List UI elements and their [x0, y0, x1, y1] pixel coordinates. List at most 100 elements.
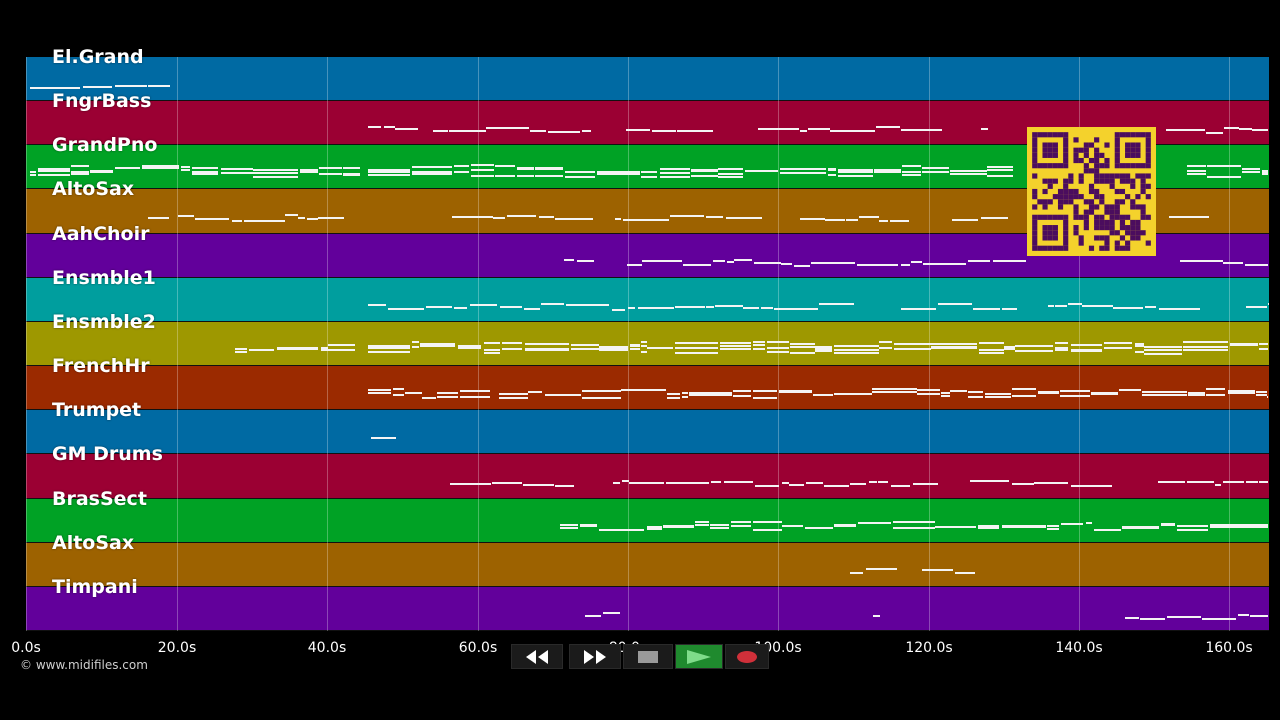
midi-note [566, 303, 610, 306]
midi-note [1047, 305, 1054, 308]
midi-note [850, 571, 864, 574]
midi-note [766, 350, 790, 353]
midi-note [597, 171, 641, 174]
midi-note [659, 175, 691, 178]
track-label: AahChoir [52, 222, 150, 245]
midi-note [719, 342, 751, 345]
fast-forward-button[interactable] [569, 644, 621, 669]
track-label: Trumpet [52, 399, 142, 422]
midi-note [773, 307, 818, 310]
midi-note [868, 480, 878, 483]
midi-note [494, 165, 515, 168]
midi-note [471, 168, 494, 171]
midi-note [793, 264, 811, 267]
midi-note [548, 130, 581, 133]
midi-note [1145, 305, 1157, 308]
midi-note [1250, 615, 1268, 618]
play-button[interactable] [675, 644, 723, 669]
midi-note [621, 480, 629, 483]
midi-note [1262, 169, 1268, 172]
midi-note [1182, 341, 1229, 344]
midi-note [1245, 263, 1268, 266]
midi-note [912, 483, 938, 486]
track-lane [26, 410, 1269, 455]
midi-note [807, 127, 830, 130]
midi-note [30, 173, 37, 176]
midi-note [412, 345, 420, 348]
midi-note [412, 171, 453, 174]
midi-note [879, 219, 889, 222]
midi-note [733, 259, 753, 262]
midi-note [753, 396, 777, 399]
midi-note [894, 342, 931, 345]
midi-note [951, 219, 978, 222]
rewind-button[interactable] [511, 644, 563, 669]
midi-note [597, 172, 641, 175]
midi-note [458, 346, 482, 349]
midi-note [598, 349, 628, 352]
midi-note [30, 87, 56, 90]
midi-note [827, 173, 837, 176]
midi-note [1094, 528, 1121, 531]
midi-note [865, 568, 897, 571]
midi-note [319, 172, 342, 175]
midi-note [253, 172, 298, 175]
midi-note [38, 174, 71, 177]
midi-note [437, 395, 458, 398]
midi-note [621, 388, 667, 391]
midi-note [789, 351, 816, 354]
midi-note [1118, 389, 1142, 392]
midi-note [856, 263, 898, 266]
midi-note [1228, 390, 1255, 393]
record-button[interactable] [725, 644, 769, 669]
midi-note [725, 216, 762, 219]
midi-note [1209, 523, 1231, 526]
midi-note [1001, 524, 1046, 527]
midi-note [1125, 617, 1139, 620]
midi-note [954, 572, 975, 575]
midi-note [1182, 345, 1229, 348]
midi-note [38, 169, 71, 172]
midi-note [1205, 131, 1223, 134]
midi-note [614, 218, 621, 221]
midi-note [980, 217, 1008, 220]
midi-note [1004, 348, 1015, 351]
midi-note [659, 168, 691, 171]
midi-note [1142, 394, 1188, 397]
midi-note [1002, 307, 1018, 310]
midi-note [992, 260, 1027, 263]
midi-note [392, 388, 405, 391]
stop-button[interactable] [623, 644, 673, 669]
track-label: AltoSax [52, 531, 135, 554]
midi-note [766, 346, 790, 349]
grid-line [26, 57, 27, 631]
midi-note [979, 352, 1005, 355]
midi-note [319, 167, 342, 170]
midi-note [368, 391, 391, 394]
midi-note [328, 349, 355, 352]
midi-note [298, 216, 306, 219]
midi-note [780, 168, 826, 171]
midi-note [823, 485, 849, 488]
midi-note [1070, 484, 1112, 487]
midi-note [753, 262, 781, 265]
track-label: FngrBass [52, 90, 152, 113]
midi-note [1187, 393, 1205, 396]
midi-note [368, 304, 386, 307]
midi-note [530, 129, 546, 132]
midi-note [901, 170, 921, 173]
midi-note [243, 220, 285, 223]
midi-note [987, 165, 1014, 168]
midi-note [383, 126, 395, 129]
midi-note [1142, 391, 1188, 394]
midi-note [833, 344, 879, 347]
midi-note [706, 305, 715, 308]
midi-note [922, 167, 950, 170]
midi-note [1186, 480, 1214, 483]
midi-note [949, 172, 988, 175]
midi-note [450, 483, 491, 486]
midi-note [984, 393, 1012, 396]
midi-note [766, 341, 790, 344]
midi-note [1267, 396, 1268, 399]
midi-note [712, 259, 726, 262]
